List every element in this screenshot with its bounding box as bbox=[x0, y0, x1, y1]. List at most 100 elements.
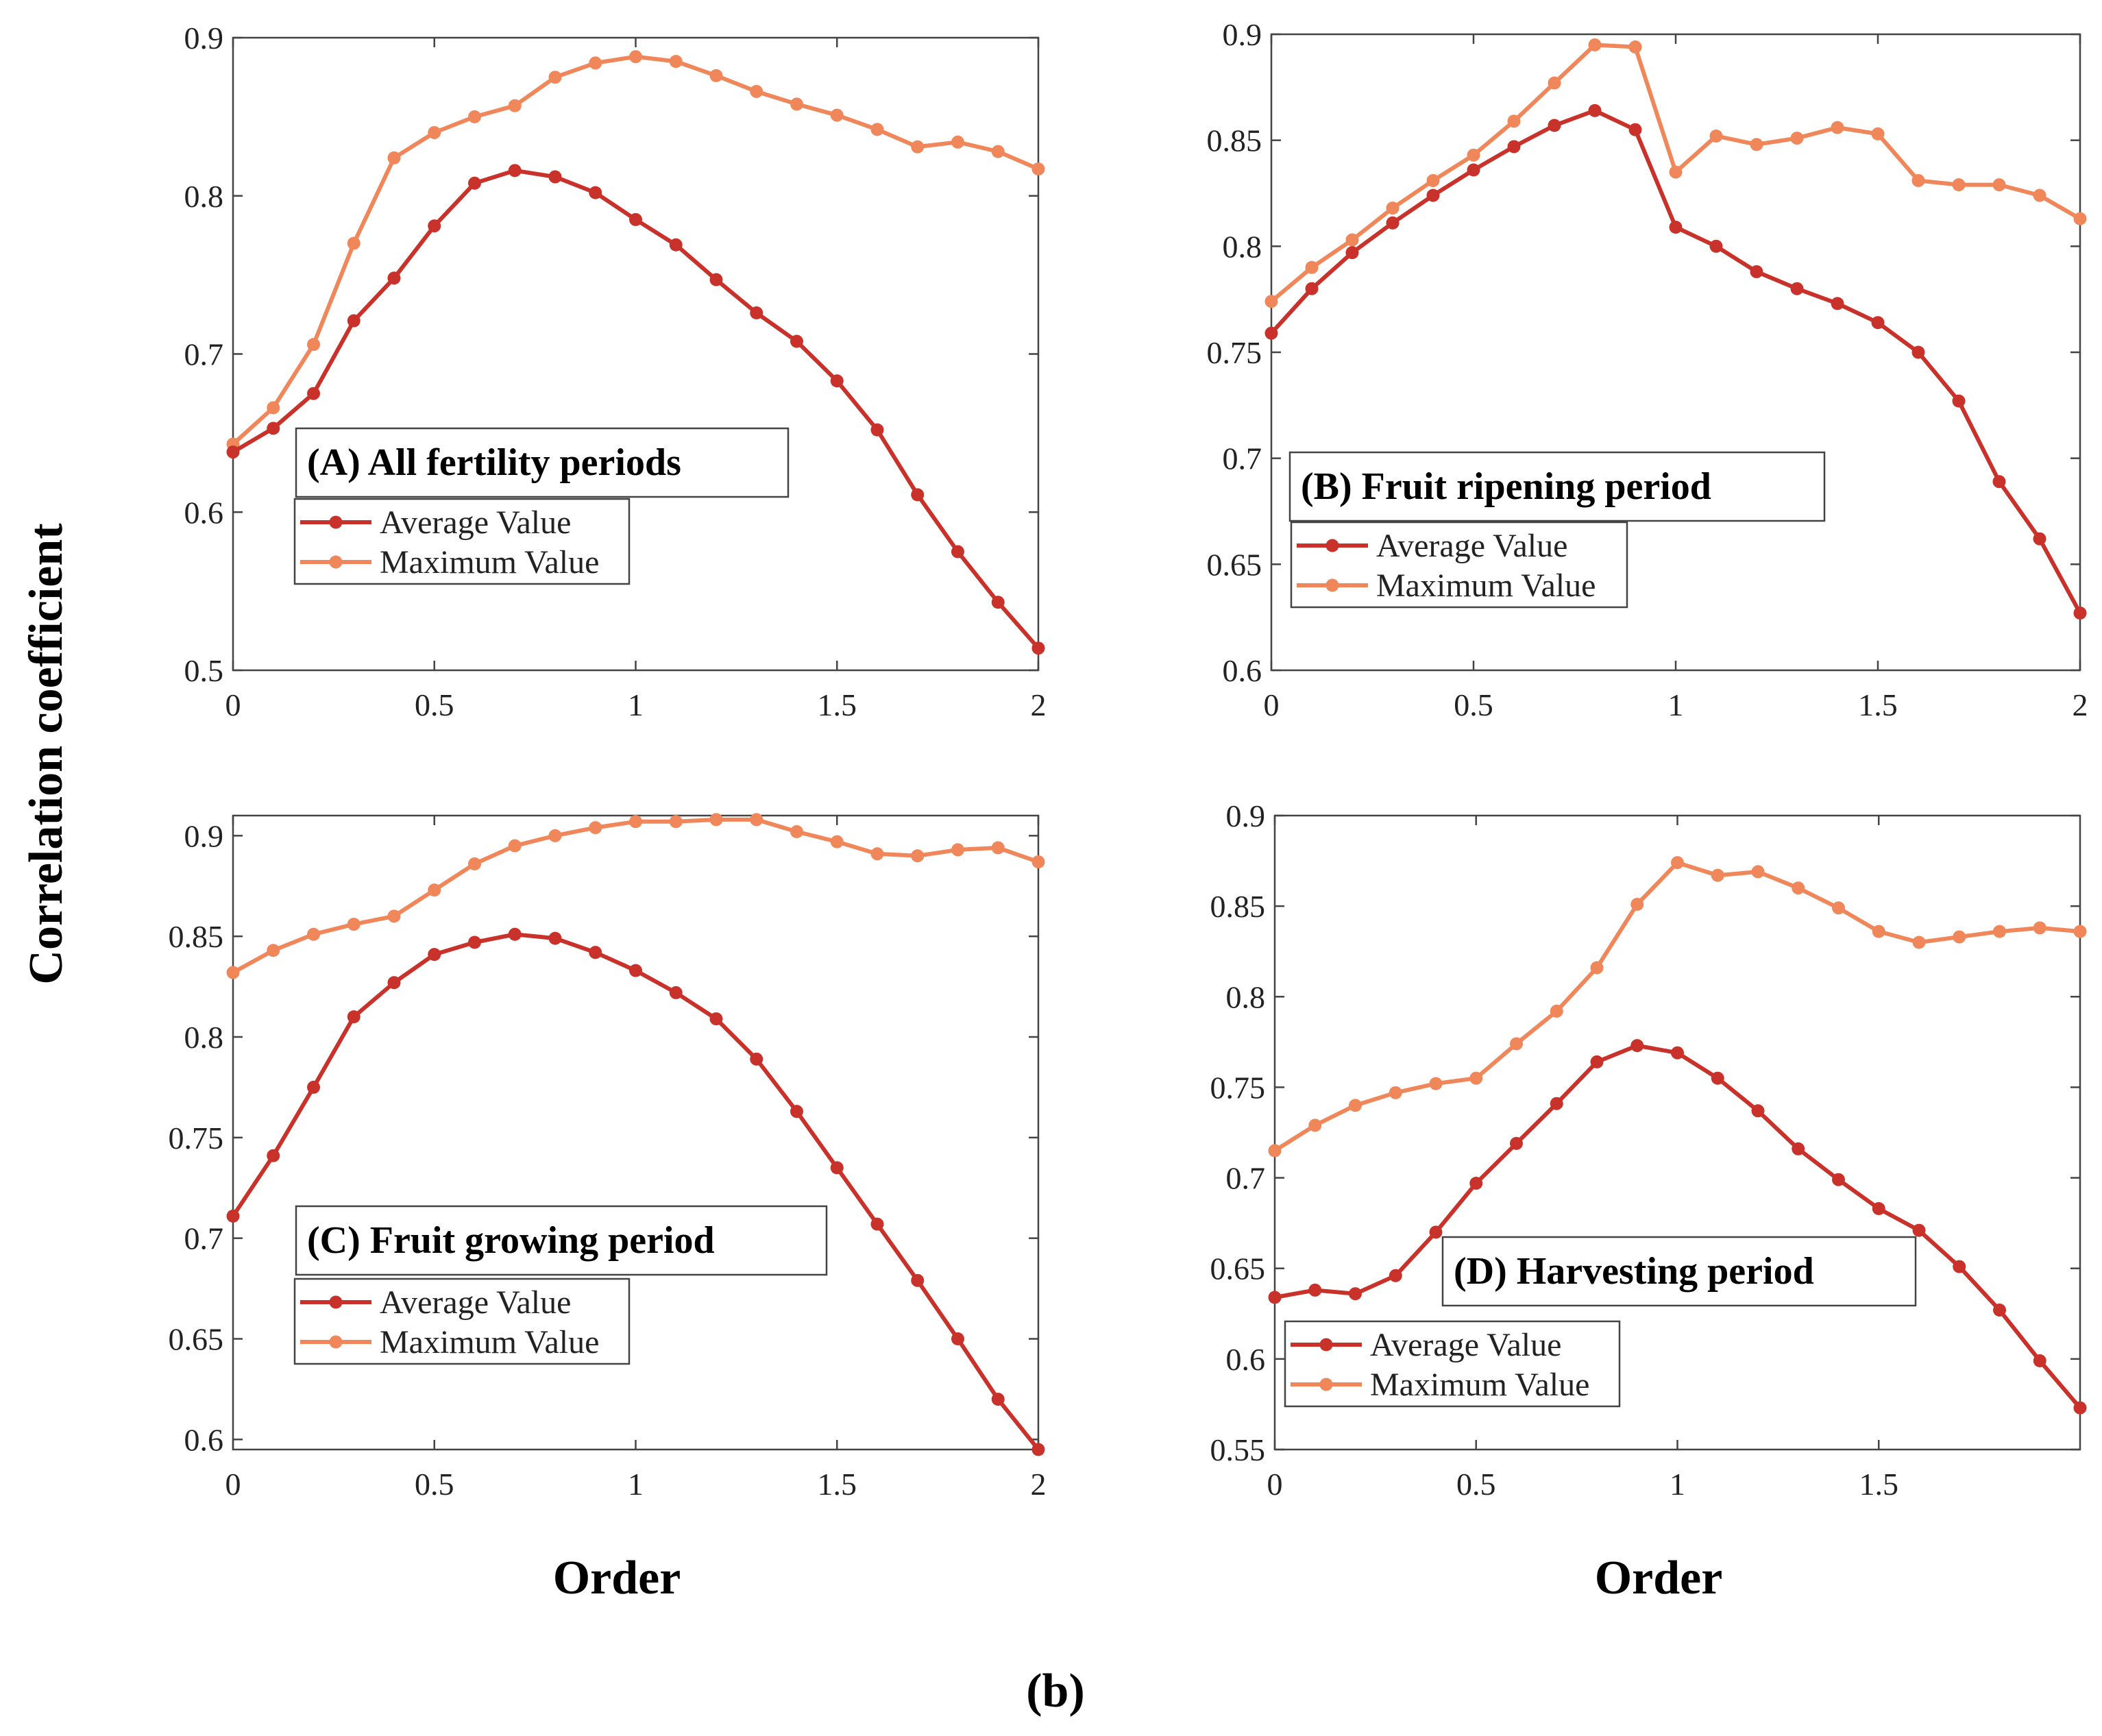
x-tick-label: 0.5 bbox=[415, 1467, 454, 1502]
data-point bbox=[1031, 855, 1045, 869]
data-point bbox=[1871, 316, 1885, 330]
y-tick-label: 0.9 bbox=[1226, 798, 1266, 833]
data-point bbox=[830, 1161, 844, 1175]
x-tick-label: 0 bbox=[225, 687, 241, 722]
legend-box bbox=[293, 498, 631, 585]
x-tick-label: 1.5 bbox=[1858, 687, 1898, 722]
data-point bbox=[951, 843, 964, 857]
x-tick-label: 0.5 bbox=[1456, 1467, 1496, 1502]
data-point bbox=[1751, 865, 1765, 879]
data-point bbox=[1469, 1071, 1483, 1085]
data-point bbox=[1993, 1304, 2006, 1317]
data-point bbox=[1345, 233, 1359, 247]
legend-swatch-marker bbox=[1325, 578, 1339, 592]
data-point bbox=[1630, 898, 1644, 911]
data-point bbox=[1550, 1097, 1563, 1110]
data-point bbox=[548, 170, 562, 184]
data-point bbox=[2033, 1354, 2046, 1367]
y-tick-label: 0.8 bbox=[1226, 979, 1266, 1014]
data-point bbox=[1993, 925, 2006, 938]
data-point bbox=[1426, 188, 1440, 202]
data-point bbox=[1264, 295, 1278, 308]
data-point bbox=[1510, 1136, 1523, 1150]
data-point bbox=[870, 847, 884, 861]
data-point bbox=[508, 164, 522, 178]
data-point bbox=[468, 857, 481, 870]
data-point bbox=[307, 387, 320, 400]
data-point bbox=[911, 488, 925, 502]
data-point bbox=[709, 273, 723, 286]
data-point bbox=[1031, 641, 1045, 655]
x-tick-label: 0.5 bbox=[415, 687, 454, 722]
y-tick-label: 0.55 bbox=[1210, 1432, 1266, 1467]
data-point bbox=[347, 314, 360, 328]
series-average-value bbox=[1268, 1039, 2087, 1415]
data-point bbox=[428, 219, 441, 233]
y-tick-label: 0.65 bbox=[1207, 547, 1262, 582]
data-point bbox=[508, 839, 522, 853]
series-average-value bbox=[1264, 103, 2087, 620]
legend-label: Average Value bbox=[380, 1284, 571, 1321]
data-point bbox=[790, 824, 803, 838]
data-point bbox=[951, 545, 964, 559]
panel-title-box bbox=[1441, 1236, 1917, 1307]
y-tick-label: 0.65 bbox=[1210, 1251, 1266, 1286]
data-point bbox=[1912, 936, 1926, 949]
legend-swatch-marker bbox=[329, 555, 343, 569]
data-point bbox=[669, 238, 683, 252]
data-point bbox=[1831, 121, 1844, 134]
legend-swatch-marker bbox=[1319, 1338, 1333, 1352]
data-point bbox=[629, 964, 642, 977]
x-tick-label: 1.5 bbox=[818, 1467, 857, 1502]
series-line bbox=[231, 54, 1040, 446]
y-tick-label: 0.6 bbox=[1223, 653, 1262, 688]
series-line bbox=[1273, 860, 2081, 1153]
data-point bbox=[911, 140, 925, 154]
data-point bbox=[347, 1010, 360, 1024]
panel-4: 0.55 0.6 0.65 0.7 0.75 0.8 0.85 0.9 0 0.5 1 1.5 (D) … bbox=[1210, 798, 2087, 1502]
legend-swatch-marker bbox=[329, 1295, 343, 1309]
data-point bbox=[1992, 178, 2006, 192]
data-point bbox=[1711, 1071, 1724, 1085]
legend-label: Average Value bbox=[1376, 528, 1567, 564]
data-point bbox=[1912, 1223, 1926, 1237]
data-point bbox=[709, 813, 723, 827]
data-point bbox=[2073, 925, 2087, 938]
panel-title-box bbox=[1288, 451, 1826, 522]
data-point bbox=[1268, 1291, 1282, 1304]
data-point bbox=[1426, 173, 1440, 187]
data-point bbox=[2033, 921, 2046, 935]
data-point bbox=[1588, 38, 1602, 51]
data-point bbox=[669, 986, 683, 999]
data-point bbox=[1790, 282, 1804, 295]
panel-title: (B) Fruit ripening period bbox=[1301, 465, 1711, 508]
x-tick-label: 2 bbox=[1031, 1467, 1047, 1502]
data-point bbox=[911, 849, 925, 863]
data-point bbox=[991, 1393, 1005, 1406]
panel-title: (D) Harvesting period bbox=[1454, 1250, 1814, 1293]
data-point bbox=[1031, 1443, 1045, 1456]
data-point bbox=[1308, 1283, 1322, 1297]
data-point bbox=[468, 936, 481, 949]
data-point bbox=[548, 829, 562, 842]
y-tick-label: 0.85 bbox=[1207, 123, 1262, 158]
y-tick-label: 0.85 bbox=[169, 919, 224, 954]
data-point bbox=[830, 835, 844, 848]
data-point bbox=[589, 946, 602, 959]
data-point bbox=[1429, 1225, 1443, 1239]
data-point bbox=[1871, 127, 1885, 140]
panel-title-box bbox=[295, 1205, 828, 1276]
x-tick-label: 1 bbox=[1668, 687, 1684, 722]
data-point bbox=[1751, 1104, 1765, 1118]
x-axis-title-left: Order bbox=[553, 1552, 681, 1604]
data-point bbox=[1952, 394, 1966, 408]
data-point bbox=[1952, 178, 1966, 192]
data-point bbox=[1590, 961, 1604, 975]
data-point bbox=[1709, 239, 1723, 253]
legend-label: Average Value bbox=[1370, 1327, 1561, 1363]
data-point bbox=[1750, 265, 1763, 278]
data-point bbox=[1588, 103, 1602, 117]
panel-title-box bbox=[295, 427, 790, 498]
